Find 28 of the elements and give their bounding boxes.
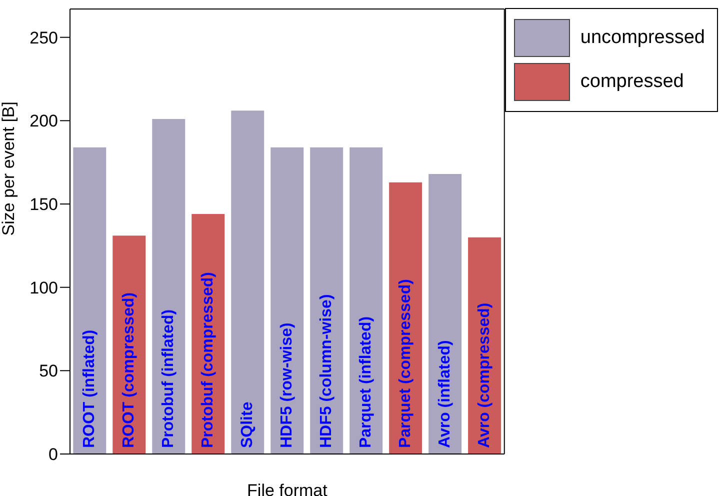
x-tick-label: ROOT (inflated) — [81, 330, 98, 448]
bar — [73, 147, 106, 454]
y-tick-label: 100 — [30, 278, 58, 298]
bar — [231, 110, 264, 454]
y-axis-title: Size per event [B] — [0, 102, 18, 236]
bar — [310, 147, 344, 454]
x-tick-label: Avro (inflated) — [436, 340, 454, 448]
bar — [350, 147, 383, 454]
y-tick-label: 50 — [39, 362, 58, 381]
x-tick-label: Parquet (compressed) — [397, 279, 414, 448]
x-tick-label: HDF5 (row-wise) — [278, 322, 296, 448]
x-tick-label: Protobuf (inflated) — [160, 309, 178, 448]
y-tick-label: 150 — [30, 195, 58, 214]
x-tick-label: Parquet (inflated) — [358, 316, 375, 448]
y-tick-label: 250 — [30, 28, 58, 48]
legend-label: uncompressed — [580, 27, 705, 49]
x-tick-label: Avro (compressed) — [476, 302, 494, 448]
x-tick-label: ROOT (compressed) — [120, 292, 138, 448]
bar — [270, 147, 304, 454]
bar — [152, 119, 186, 454]
y-tick-label: 0 — [48, 445, 58, 464]
x-tick-label: HDF5 (column-wise) — [318, 294, 336, 448]
bar — [428, 174, 462, 454]
legend-label: compressed — [580, 71, 684, 93]
y-tick-label: 200 — [30, 112, 58, 131]
x-tick-label: SQlite — [239, 402, 256, 448]
x-tick-label: Protobuf (compressed) — [200, 272, 217, 448]
x-axis-title: File format — [247, 481, 328, 496]
